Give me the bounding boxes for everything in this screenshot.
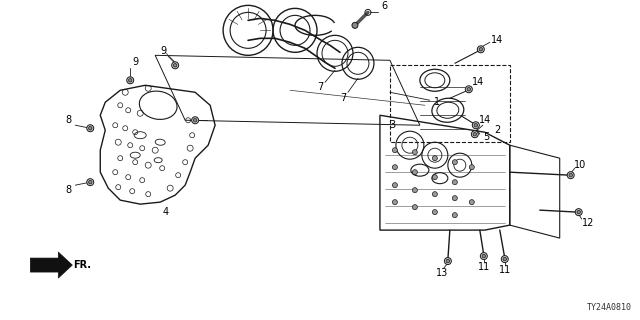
Text: 13: 13 xyxy=(436,268,448,278)
Circle shape xyxy=(88,126,92,130)
Text: 5: 5 xyxy=(484,132,490,142)
Circle shape xyxy=(577,210,580,214)
Text: 7: 7 xyxy=(317,82,323,92)
Circle shape xyxy=(567,172,574,179)
Text: 9: 9 xyxy=(160,46,166,56)
Circle shape xyxy=(471,131,478,138)
Circle shape xyxy=(503,257,506,261)
Circle shape xyxy=(412,150,417,155)
Text: 3: 3 xyxy=(389,120,395,130)
Circle shape xyxy=(433,192,437,197)
Text: 7: 7 xyxy=(340,93,346,103)
Circle shape xyxy=(412,170,417,175)
Circle shape xyxy=(412,188,417,193)
Text: FR.: FR. xyxy=(74,260,92,270)
Circle shape xyxy=(446,259,449,263)
Text: 9: 9 xyxy=(132,57,138,67)
Circle shape xyxy=(172,62,179,69)
Circle shape xyxy=(473,132,477,136)
Circle shape xyxy=(412,204,417,210)
Text: 14: 14 xyxy=(479,115,491,125)
Text: 4: 4 xyxy=(162,207,168,217)
Text: 10: 10 xyxy=(573,160,586,170)
Circle shape xyxy=(392,148,397,153)
Circle shape xyxy=(479,48,483,51)
Circle shape xyxy=(87,179,94,186)
Circle shape xyxy=(469,200,474,204)
Text: 1: 1 xyxy=(434,97,440,107)
Circle shape xyxy=(469,165,474,170)
Circle shape xyxy=(444,258,451,265)
Polygon shape xyxy=(30,252,72,278)
Text: 12: 12 xyxy=(582,218,594,228)
Text: 8: 8 xyxy=(65,185,72,195)
Circle shape xyxy=(452,180,458,185)
Text: 14: 14 xyxy=(491,35,503,45)
Circle shape xyxy=(467,88,470,91)
Text: 14: 14 xyxy=(472,77,484,87)
Circle shape xyxy=(193,118,197,122)
Text: 2: 2 xyxy=(495,125,501,135)
Circle shape xyxy=(472,122,479,129)
Circle shape xyxy=(465,86,472,93)
Circle shape xyxy=(129,78,132,82)
Circle shape xyxy=(477,46,484,53)
Circle shape xyxy=(474,124,477,127)
Text: 11: 11 xyxy=(499,265,511,275)
Circle shape xyxy=(191,117,198,124)
Circle shape xyxy=(87,125,94,132)
Circle shape xyxy=(452,160,458,165)
Circle shape xyxy=(433,210,437,215)
Circle shape xyxy=(452,196,458,201)
Circle shape xyxy=(501,256,508,263)
Circle shape xyxy=(575,209,582,216)
Circle shape xyxy=(569,173,572,177)
Circle shape xyxy=(452,212,458,218)
Circle shape xyxy=(433,156,437,161)
Circle shape xyxy=(352,22,358,28)
Circle shape xyxy=(433,175,437,180)
Circle shape xyxy=(392,165,397,170)
Circle shape xyxy=(392,200,397,204)
Circle shape xyxy=(127,77,134,84)
Text: 11: 11 xyxy=(477,262,490,272)
Circle shape xyxy=(482,254,486,258)
Text: 6: 6 xyxy=(382,1,388,12)
Circle shape xyxy=(392,183,397,188)
Circle shape xyxy=(480,252,487,260)
Circle shape xyxy=(173,64,177,67)
Text: 8: 8 xyxy=(65,115,72,125)
Circle shape xyxy=(88,180,92,184)
Text: TY24A0810: TY24A0810 xyxy=(587,303,632,312)
